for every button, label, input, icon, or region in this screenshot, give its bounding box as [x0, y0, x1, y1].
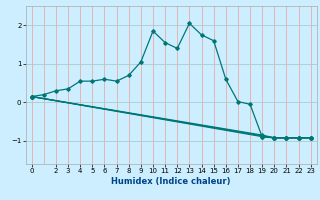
X-axis label: Humidex (Indice chaleur): Humidex (Indice chaleur) [111, 177, 231, 186]
